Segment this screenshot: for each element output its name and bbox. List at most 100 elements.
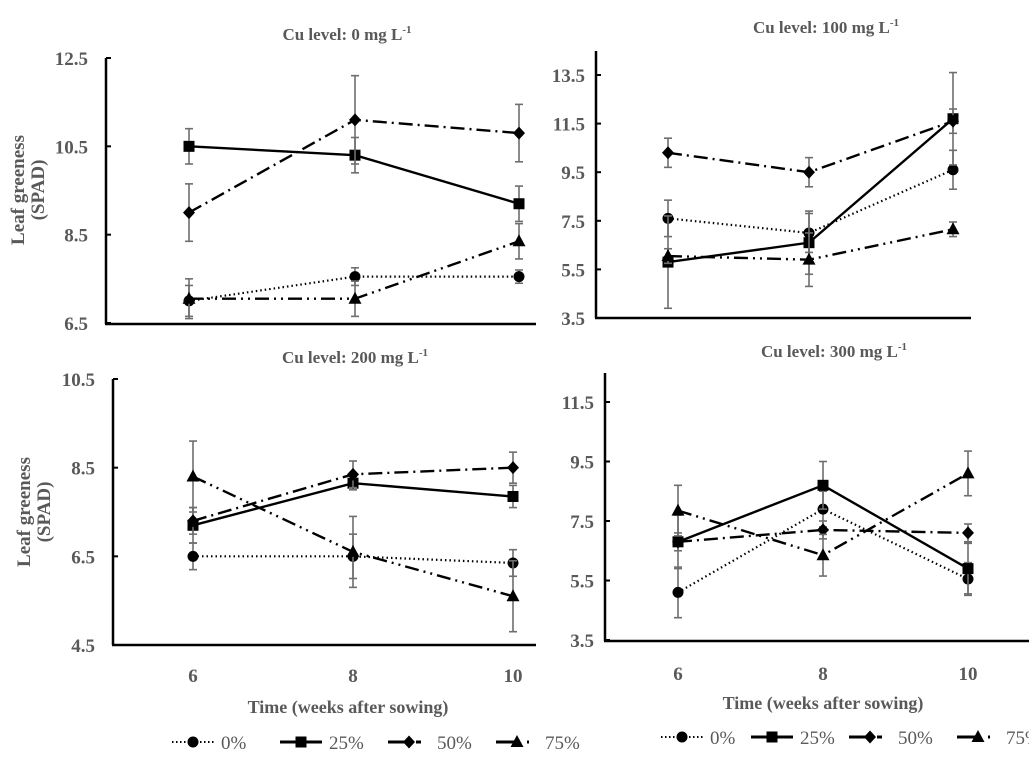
- legend-label: 25%: [800, 728, 835, 749]
- legend-item: 75%: [496, 733, 580, 754]
- data-point-triangle: [186, 469, 200, 482]
- legend-marker-circle: [187, 736, 199, 748]
- data-point-diamond: [947, 114, 959, 128]
- legend-item: 75%: [957, 728, 1029, 749]
- series-line: [667, 120, 954, 174]
- legend-item: 25%: [280, 733, 364, 754]
- data-point-triangle: [506, 589, 520, 602]
- legend-item: 0%: [172, 733, 247, 754]
- x-tick-label: 6: [673, 664, 683, 685]
- data-point-diamond: [817, 523, 829, 537]
- data-point-circle: [349, 271, 361, 283]
- data-point-square: [183, 140, 195, 152]
- panel-title-text: Cu level: 300 mg L: [761, 342, 898, 361]
- legend-label: 0%: [710, 728, 736, 749]
- data-point-circle: [672, 586, 684, 598]
- legend-label: 75%: [1006, 728, 1029, 749]
- panel-title: Cu level: 100 mg L-1: [753, 17, 899, 37]
- y-tick-label: 12.5: [55, 49, 88, 70]
- data-point-diamond: [349, 113, 361, 127]
- series-75pct: [661, 221, 960, 288]
- series-50pct: [672, 520, 974, 552]
- data-point-diamond: [962, 526, 974, 540]
- panel-title-superscript: -1: [402, 24, 411, 36]
- y-tick-label: 10.5: [62, 370, 95, 391]
- data-point-diamond: [662, 146, 674, 160]
- legend-label: 75%: [545, 733, 580, 754]
- data-point-triangle: [182, 291, 196, 304]
- panel-title-superscript: -1: [890, 17, 899, 29]
- data-point-diamond: [507, 461, 519, 475]
- x-axis-label-right: Time (weeks after sowing): [723, 693, 924, 714]
- data-point-diamond: [513, 126, 525, 140]
- data-point-square: [513, 198, 525, 210]
- panel-title: Cu level: 0 mg L-1: [282, 24, 411, 44]
- data-point-circle: [513, 271, 525, 283]
- y-tick-label: 5.5: [570, 572, 594, 593]
- y-axis-label-line2: (SPAD): [34, 482, 55, 543]
- series-50pct: [187, 451, 519, 535]
- y-tick-label: 3.5: [561, 309, 585, 330]
- legend-marker-square: [766, 731, 778, 743]
- panel-title-text: Cu level: 200 mg L: [282, 348, 419, 367]
- series-line: [677, 528, 969, 544]
- legend-item: 50%: [388, 733, 472, 754]
- panel-title-superscript: -1: [419, 347, 428, 359]
- legend-item: 50%: [849, 728, 933, 749]
- data-point-diamond: [803, 165, 815, 179]
- series-75pct: [671, 450, 975, 577]
- y-tick-label: 13.5: [552, 66, 585, 87]
- series-0pct: [662, 149, 959, 254]
- series-25pct: [183, 127, 525, 223]
- data-point-diamond: [347, 467, 359, 481]
- y-tick-label: 5.5: [561, 260, 585, 281]
- y-axis-label-line2: (SPAD): [28, 160, 49, 221]
- legend-marker-diamond: [403, 735, 415, 749]
- y-tick-label: 11.5: [562, 393, 594, 414]
- data-point-triangle: [671, 503, 685, 516]
- panel-2: Cu level: 200 mg L-1 10.5 8.5 6.5 4.5 6 8 10: [62, 347, 536, 687]
- series-75pct: [182, 222, 526, 320]
- data-point-diamond: [672, 535, 684, 549]
- data-point-diamond: [183, 206, 195, 220]
- series-50pct: [662, 108, 959, 188]
- series-line: [189, 240, 520, 300]
- series-25pct: [662, 71, 959, 310]
- x-tick-label: 8: [818, 664, 828, 685]
- data-point-triangle: [346, 544, 360, 557]
- legend-marker-square: [295, 736, 307, 748]
- y-tick-label: 7.5: [561, 212, 585, 233]
- y-tick-label: 10.5: [55, 137, 88, 158]
- legend-marker-circle: [676, 731, 688, 743]
- legend-marker-diamond: [864, 730, 876, 744]
- legend-right: 0% 25% 50% 75%: [661, 728, 1029, 749]
- panel-title-text: Cu level: 100 mg L: [753, 18, 890, 37]
- y-tick-label: 6.5: [64, 314, 88, 335]
- data-point-triangle: [802, 252, 816, 265]
- legend-label: 25%: [329, 733, 364, 754]
- legend-label: 50%: [898, 728, 933, 749]
- y-tick-label: 7.5: [570, 512, 594, 533]
- series-0pct: [183, 266, 525, 318]
- panel-1: Cu level: 100 mg L-1 13.5 11.5 9.5 7.5 5.5 3.5: [552, 17, 971, 330]
- y-tick-label: 6.5: [71, 547, 95, 568]
- data-point-circle: [947, 164, 959, 176]
- data-point-square: [817, 479, 829, 491]
- y-axis-label-line1: Leaf greeness: [8, 135, 29, 245]
- data-point-triangle: [348, 291, 362, 304]
- y-tick-label: 9.5: [561, 163, 585, 184]
- y-tick-label: 9.5: [570, 453, 594, 474]
- data-point-triangle: [512, 234, 526, 247]
- data-point-triangle: [961, 466, 975, 479]
- panel-title-text: Cu level: 0 mg L: [282, 25, 402, 44]
- y-tick-label: 8.5: [64, 226, 88, 247]
- data-point-triangle: [946, 222, 960, 235]
- data-point-square: [507, 490, 519, 502]
- legend-item: 0%: [661, 728, 736, 749]
- y-tick-label: 8.5: [71, 459, 95, 480]
- data-point-square: [962, 563, 974, 575]
- panel-3: Cu level: 300 mg L-1 11.5 9.5 7.5 5.5 3.5 6 8 10: [562, 341, 1029, 685]
- data-point-diamond: [187, 514, 199, 528]
- x-tick-label: 10: [504, 666, 523, 687]
